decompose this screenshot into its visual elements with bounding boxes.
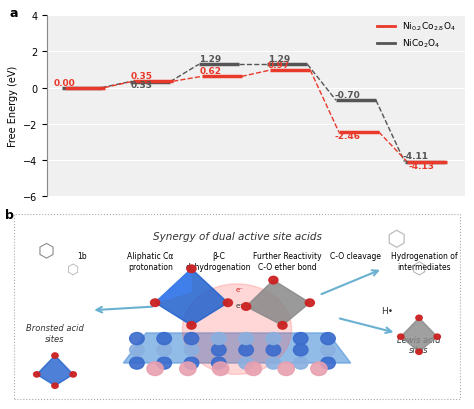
- Circle shape: [180, 362, 196, 375]
- Text: -0.70: -0.70: [335, 91, 360, 100]
- Text: ⬡: ⬡: [387, 229, 406, 249]
- Circle shape: [52, 353, 58, 358]
- Circle shape: [223, 299, 232, 307]
- Circle shape: [129, 357, 144, 369]
- Circle shape: [305, 299, 314, 307]
- Circle shape: [293, 333, 308, 345]
- Circle shape: [293, 344, 308, 356]
- Circle shape: [278, 362, 294, 375]
- Text: ⬡: ⬡: [412, 260, 426, 278]
- Circle shape: [184, 344, 199, 356]
- Text: Synergy of dual active site acids: Synergy of dual active site acids: [153, 231, 321, 241]
- Circle shape: [34, 372, 40, 377]
- Circle shape: [129, 333, 144, 345]
- Circle shape: [245, 362, 262, 375]
- Circle shape: [311, 362, 327, 375]
- Circle shape: [416, 315, 422, 321]
- Circle shape: [187, 322, 196, 329]
- Circle shape: [157, 333, 172, 345]
- Y-axis label: Free Energy (eV): Free Energy (eV): [8, 66, 18, 147]
- Circle shape: [211, 333, 226, 345]
- Polygon shape: [37, 356, 73, 386]
- Circle shape: [416, 349, 422, 355]
- Text: ⬡: ⬡: [67, 262, 79, 276]
- Text: 1.29: 1.29: [268, 55, 290, 64]
- Polygon shape: [246, 281, 310, 326]
- Polygon shape: [155, 269, 228, 326]
- Polygon shape: [155, 269, 191, 303]
- Circle shape: [266, 357, 281, 369]
- Circle shape: [321, 357, 335, 369]
- Text: Bronsted acid
sites: Bronsted acid sites: [26, 324, 84, 343]
- Circle shape: [157, 357, 172, 369]
- Circle shape: [147, 362, 163, 375]
- Text: 0.62: 0.62: [199, 67, 221, 76]
- Polygon shape: [123, 333, 351, 363]
- Circle shape: [239, 344, 254, 356]
- Circle shape: [184, 333, 199, 345]
- Circle shape: [211, 357, 226, 369]
- Circle shape: [211, 344, 226, 356]
- Text: Lewis acid
sites: Lewis acid sites: [397, 335, 441, 354]
- Text: -4.13: -4.13: [409, 162, 435, 171]
- Text: -4.11: -4.11: [403, 152, 429, 161]
- Circle shape: [321, 344, 335, 356]
- Text: 0.33: 0.33: [131, 81, 153, 90]
- Text: H•: H•: [381, 306, 393, 315]
- Text: b: b: [5, 209, 14, 222]
- Text: ⬡: ⬡: [37, 241, 55, 260]
- Circle shape: [239, 333, 254, 345]
- Text: a: a: [10, 7, 18, 20]
- Circle shape: [182, 284, 292, 375]
- Legend: Ni$_{0.2}$Co$_{2.8}$O$_4$, NiCo$_2$O$_4$: Ni$_{0.2}$Co$_{2.8}$O$_4$, NiCo$_2$O$_4$: [374, 17, 460, 54]
- Text: e⁻: e⁻: [235, 302, 243, 308]
- Text: 1.29: 1.29: [199, 55, 221, 64]
- Circle shape: [242, 303, 251, 310]
- Circle shape: [157, 344, 172, 356]
- Circle shape: [239, 357, 254, 369]
- Circle shape: [398, 334, 404, 339]
- Circle shape: [269, 276, 278, 284]
- Circle shape: [266, 344, 281, 356]
- Circle shape: [278, 322, 287, 329]
- Text: e⁻: e⁻: [235, 286, 243, 292]
- Circle shape: [52, 383, 58, 389]
- Text: 0.35: 0.35: [131, 72, 153, 81]
- Polygon shape: [401, 318, 437, 352]
- Circle shape: [293, 357, 308, 369]
- Circle shape: [129, 344, 144, 356]
- Circle shape: [266, 333, 281, 345]
- Circle shape: [212, 362, 229, 375]
- Circle shape: [187, 265, 196, 273]
- Circle shape: [321, 333, 335, 345]
- Circle shape: [434, 334, 440, 339]
- Circle shape: [184, 357, 199, 369]
- Text: -2.46: -2.46: [334, 132, 360, 141]
- Circle shape: [70, 372, 76, 377]
- Text: 0.00: 0.00: [54, 79, 75, 88]
- Circle shape: [151, 299, 160, 307]
- Text: 0.97: 0.97: [268, 61, 290, 70]
